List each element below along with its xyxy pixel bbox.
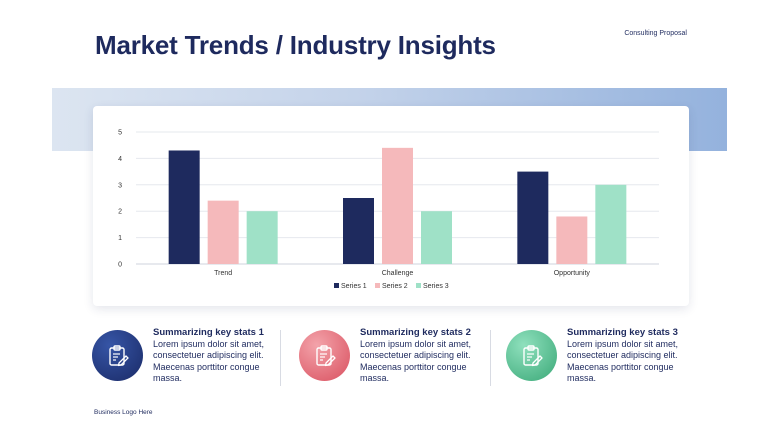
- chart-card: 0 1 2 3 4 5 Trend Challenge Opportunity Series 1 S…: [93, 106, 689, 306]
- top-label: Consulting Proposal: [624, 30, 687, 37]
- bar: [595, 184, 627, 264]
- clipboard-icon: [108, 344, 129, 366]
- stat-circle-3: [506, 330, 557, 381]
- legend-label: Series 3: [423, 283, 449, 290]
- y-tick-label: 1: [118, 235, 122, 242]
- x-tick-label: Challenge: [382, 270, 414, 277]
- stat-circle-1: [92, 330, 143, 381]
- clipboard-icon: [315, 344, 336, 366]
- bar: [517, 171, 549, 264]
- legend-label: Series 2: [382, 283, 408, 290]
- footer-logo-text: Business Logo Here: [94, 409, 153, 416]
- bar: [556, 216, 588, 264]
- bar-chart: 0 1 2 3 4 5 Trend Challenge Opportunity Series 1 S…: [118, 130, 659, 290]
- bar: [207, 200, 239, 264]
- bar: [343, 198, 374, 264]
- legend-swatch: [375, 283, 380, 288]
- stat-heading-1: Summarizing key stats 1: [153, 327, 264, 338]
- stat-body-2: Lorem ipsum dolor sit amet, consectetuer…: [360, 339, 472, 383]
- stat-heading-2: Summarizing key stats 2: [360, 327, 471, 338]
- legend-swatch: [334, 283, 339, 288]
- x-tick-label: Trend: [214, 270, 232, 277]
- bar: [168, 150, 200, 264]
- y-tick-label: 0: [118, 262, 122, 269]
- y-tick-label: 3: [118, 182, 122, 189]
- stat-body-1: Lorem ipsum dolor sit amet, consectetuer…: [153, 339, 265, 383]
- stat-divider-1: [280, 330, 281, 386]
- legend-label: Series 1: [341, 283, 367, 290]
- stat-circle-2: [299, 330, 350, 381]
- stat-divider-2: [490, 330, 491, 386]
- bar: [246, 211, 278, 264]
- x-tick-label: Opportunity: [554, 270, 591, 277]
- clipboard-icon: [522, 344, 543, 366]
- legend-swatch: [416, 283, 421, 288]
- stat-body-3: Lorem ipsum dolor sit amet, consectetuer…: [567, 339, 679, 383]
- bar: [382, 147, 413, 264]
- page-title: Market Trends / Industry Insights: [95, 30, 496, 60]
- stat-heading-3: Summarizing key stats 3: [567, 327, 678, 338]
- bar: [421, 211, 452, 264]
- y-tick-label: 2: [118, 209, 122, 216]
- y-tick-label: 5: [118, 130, 122, 137]
- y-tick-label: 4: [118, 156, 122, 163]
